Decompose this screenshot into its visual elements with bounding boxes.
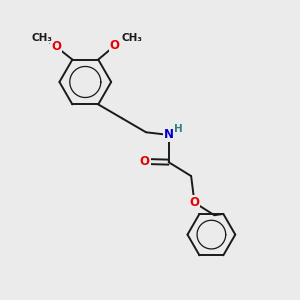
Text: CH₃: CH₃ [32, 33, 53, 43]
Text: O: O [110, 39, 120, 52]
Text: N: N [164, 128, 174, 141]
Text: O: O [190, 196, 200, 209]
Text: CH₃: CH₃ [122, 33, 142, 43]
Text: O: O [140, 155, 150, 168]
Text: O: O [51, 40, 62, 53]
Text: H: H [174, 124, 183, 134]
